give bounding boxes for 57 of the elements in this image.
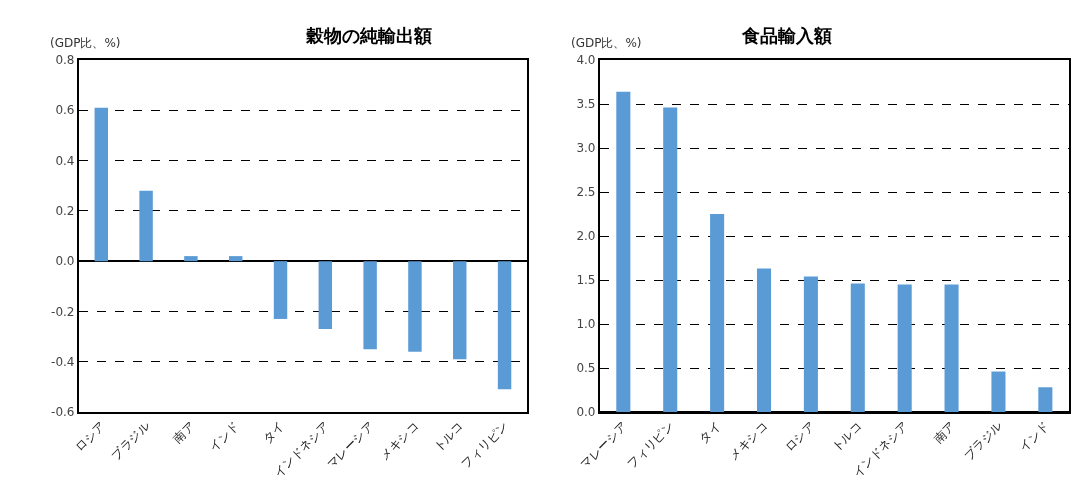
bar — [497, 261, 512, 390]
y-tick-label: 0.5 — [576, 361, 596, 376]
y-tick-label: 1.5 — [576, 273, 596, 288]
bar — [94, 107, 109, 262]
bar — [756, 268, 772, 412]
bar — [616, 91, 631, 412]
x-tick-label: ブラジル — [108, 418, 153, 463]
bar — [850, 283, 865, 412]
y-tick-label: -0.6 — [51, 405, 75, 420]
y-tick-label: 2.0 — [576, 229, 596, 244]
y-tick-label: 0.4 — [55, 153, 75, 168]
x-tick-label: タイ — [260, 418, 287, 446]
chart-title: 穀物の純輸出額 — [305, 25, 432, 46]
y-tick-label: 1.0 — [576, 317, 596, 332]
bar — [408, 261, 422, 352]
x-tick-label: インド — [1016, 418, 1052, 455]
y-axis-title: (GDP比、%) — [571, 36, 642, 50]
y-tick-label: -0.4 — [51, 354, 75, 369]
y-tick-label: 3.0 — [576, 141, 596, 156]
bar — [363, 261, 377, 350]
x-tick-label: メキシコ — [377, 418, 422, 463]
x-tick-label: 南ア — [170, 418, 198, 446]
y-tick-label: 0.2 — [55, 204, 75, 219]
y-tick-label: 0.0 — [55, 254, 75, 269]
bar — [139, 190, 153, 262]
y-tick-label: 0.6 — [55, 103, 75, 118]
bar — [944, 284, 959, 412]
x-tick-label: ロシア — [72, 418, 108, 455]
x-tick-label: トルコ — [828, 418, 865, 455]
x-tick-label: トルコ — [430, 418, 467, 455]
bar — [897, 284, 912, 412]
y-tick-label: 4.0 — [576, 53, 596, 68]
bar — [273, 261, 288, 319]
x-tick-label: フィリピン — [624, 418, 677, 472]
y-tick-label: 0.8 — [55, 53, 75, 68]
y-tick-label: 0.0 — [576, 405, 596, 420]
x-tick-label: インド — [206, 418, 243, 455]
x-tick-label: タイ — [696, 418, 724, 446]
x-tick-label: ロシア — [781, 418, 818, 455]
bar — [663, 107, 678, 412]
y-tick-label: -0.2 — [51, 304, 75, 319]
y-axis-title: (GDP比、%) — [50, 36, 121, 50]
x-tick-label: 南ア — [931, 418, 958, 446]
chart-title: 食品輸入額 — [741, 25, 832, 46]
x-tick-label: ブラジル — [960, 418, 1005, 463]
x-tick-label: メキシコ — [726, 418, 771, 463]
bar — [318, 261, 333, 330]
bar — [803, 276, 818, 412]
bar — [710, 214, 725, 412]
bar — [991, 371, 1006, 412]
bar — [228, 256, 243, 262]
bar — [453, 261, 467, 360]
y-tick-label: 2.5 — [576, 185, 596, 200]
x-tick-label: マレーシア — [324, 418, 377, 472]
y-tick-label: 3.5 — [576, 97, 596, 112]
bar — [184, 256, 198, 262]
bar — [1038, 387, 1053, 412]
